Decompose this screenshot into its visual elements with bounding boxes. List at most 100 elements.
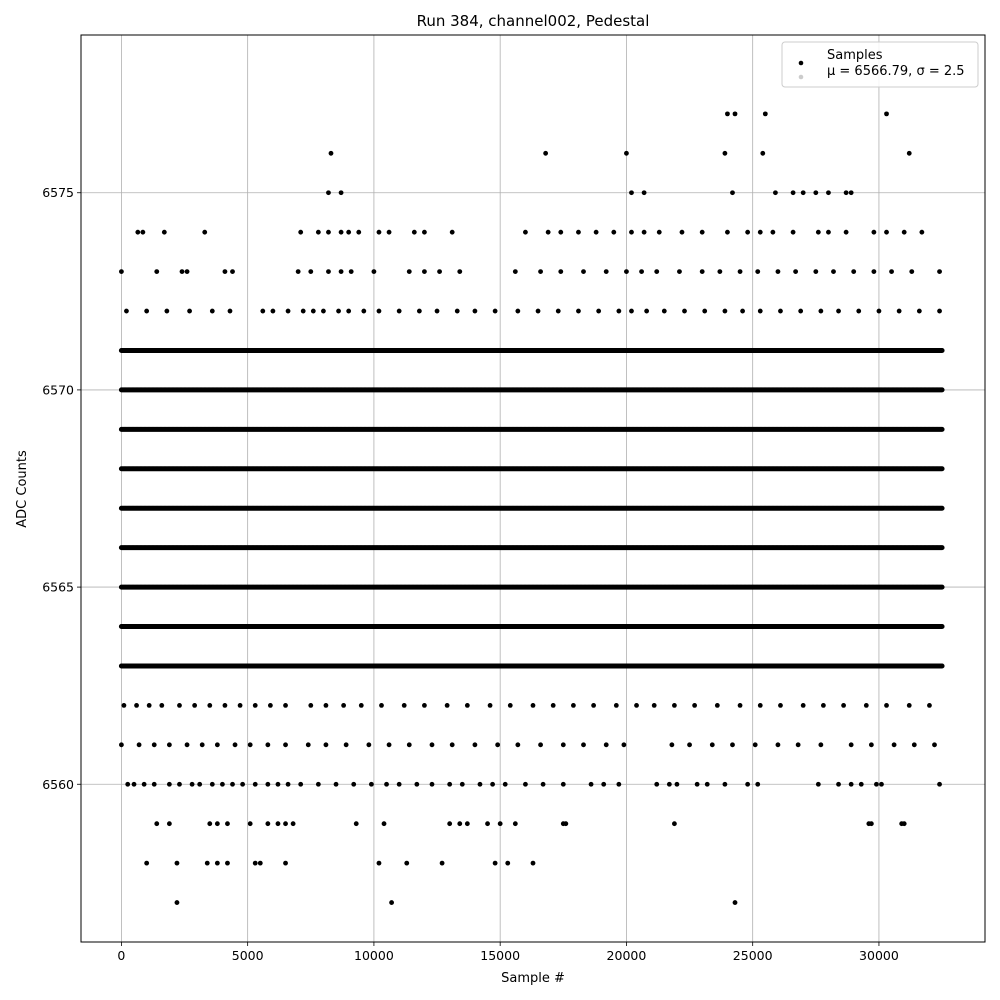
sample-point <box>790 190 796 196</box>
sample-point <box>798 308 804 314</box>
sample-point <box>778 308 783 314</box>
sample-point <box>353 821 359 827</box>
sample-point <box>790 229 796 235</box>
y-tick-label: 6570 <box>42 382 74 397</box>
sample-point <box>755 781 761 787</box>
sample-point <box>800 702 806 708</box>
sample-point <box>298 781 304 787</box>
sample-point <box>283 860 288 866</box>
sample-point <box>669 742 675 748</box>
sample-point <box>151 781 157 787</box>
sample-point <box>682 308 687 314</box>
sample-point <box>472 308 478 314</box>
sample-point <box>371 269 377 275</box>
sample-point <box>368 781 374 787</box>
sample-point <box>346 229 352 235</box>
sample-point <box>177 702 182 708</box>
sample-point <box>283 702 288 708</box>
sample-point <box>722 150 728 156</box>
sample-point <box>616 781 622 787</box>
sample-point <box>841 702 846 708</box>
sample-point <box>177 781 182 787</box>
sample-point <box>755 269 761 275</box>
y-tick-label: 6560 <box>42 777 74 792</box>
sample-point <box>437 269 442 275</box>
sample-point <box>800 190 806 196</box>
sample-point <box>356 229 362 235</box>
sample-point <box>121 702 127 708</box>
sample-point <box>404 860 410 866</box>
sample-point <box>937 308 942 314</box>
sample-point <box>730 190 735 196</box>
sample-point <box>151 742 157 748</box>
sample-point <box>252 702 258 708</box>
sample-point <box>879 781 884 787</box>
x-tick-label: 15000 <box>480 948 520 963</box>
sample-point <box>207 702 213 708</box>
sample-point <box>836 308 841 314</box>
sample-point <box>300 308 306 314</box>
sample-point <box>692 702 698 708</box>
sample-point <box>732 900 738 905</box>
sample-point <box>523 781 528 787</box>
y-axis: 6560 6565 6570 6575 <box>42 185 81 792</box>
sample-point <box>757 308 763 314</box>
sample-point <box>298 229 304 235</box>
sample-point <box>871 269 877 275</box>
sample-point <box>285 308 291 314</box>
sample-point <box>831 269 836 275</box>
sample-point <box>444 702 450 708</box>
sample-point <box>530 702 536 708</box>
sample-point <box>672 821 677 827</box>
sample-point <box>538 269 543 275</box>
sample-point <box>778 702 783 708</box>
sample-point <box>641 229 647 235</box>
sample-point <box>851 269 857 275</box>
sample-point <box>386 742 392 748</box>
legend-title: Samples <box>827 48 883 63</box>
x-axis: 0 5000 10000 15000 20000 25000 30000 <box>117 942 899 963</box>
sample-point <box>515 308 521 314</box>
sample-point <box>629 308 634 314</box>
sample-point <box>629 229 634 235</box>
sample-point <box>326 190 331 196</box>
sample-point <box>927 702 932 708</box>
sample-point <box>863 702 869 708</box>
sample-point <box>260 308 266 314</box>
sample-point <box>694 781 700 787</box>
sample-point <box>174 860 180 866</box>
sample-point <box>389 900 394 905</box>
sample-point <box>901 229 907 235</box>
sample-point <box>906 150 912 156</box>
sample-point <box>906 702 912 708</box>
sample-point <box>154 269 160 275</box>
sample-point <box>285 781 291 787</box>
sample-point <box>826 190 831 196</box>
sample-point <box>679 229 685 235</box>
sample-point <box>732 111 738 117</box>
sample-point <box>593 229 599 235</box>
sample-point <box>836 781 841 787</box>
sample-point <box>323 742 329 748</box>
sample-point <box>207 821 213 827</box>
sample-point <box>490 781 495 787</box>
legend-marker-samples <box>798 60 804 66</box>
sample-point <box>818 308 824 314</box>
sample-point <box>709 742 715 748</box>
chart-title: Run 384, channel002, Pedestal <box>417 12 650 30</box>
sample-point <box>247 821 253 827</box>
sample-point <box>560 781 566 787</box>
sample-point <box>919 229 925 235</box>
x-axis-label: Sample # <box>501 971 565 986</box>
legend-entry-stats: μ = 6566.79, σ = 2.5 <box>827 64 965 79</box>
sample-point <box>644 308 650 314</box>
sample-point <box>884 111 889 117</box>
sample-point <box>247 742 253 748</box>
sample-point <box>654 781 660 787</box>
sample-point <box>543 150 549 156</box>
sample-point <box>848 190 854 196</box>
sample-point <box>687 742 692 748</box>
sample-point <box>661 308 667 314</box>
sample-point <box>275 821 281 827</box>
